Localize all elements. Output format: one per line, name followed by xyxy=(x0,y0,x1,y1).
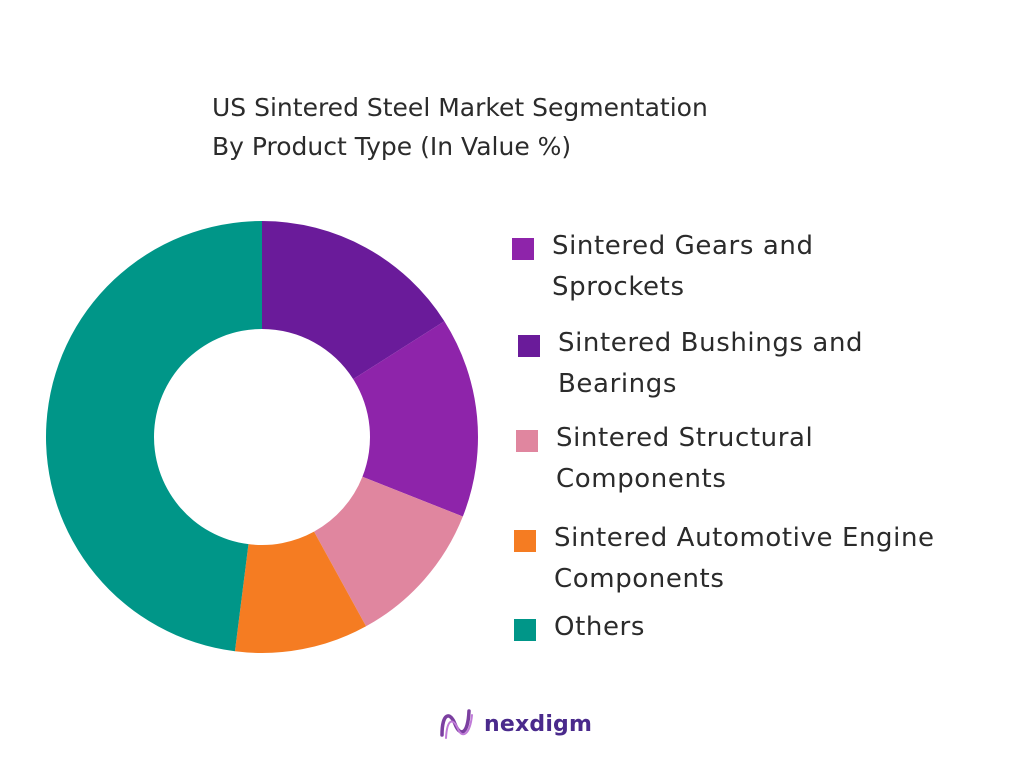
legend-item-bushings: Sintered Bushings and Bearings xyxy=(518,323,998,405)
legend-item-engine: Sintered Automotive Engine Components xyxy=(514,518,994,600)
legend-item-structural: Sintered Structural Components xyxy=(516,418,996,500)
nexdigm-logo-icon xyxy=(440,709,473,739)
legend-label-engine-line-2: Components xyxy=(554,564,725,594)
legend-item-gears: Sintered Gears and Sprockets xyxy=(512,226,992,308)
legend-label-engine: Sintered Automotive Engine Components xyxy=(554,518,994,600)
brand-logo: nexdigm xyxy=(438,704,592,744)
legend-label-gears: Sintered Gears and Sprockets xyxy=(552,226,992,308)
slice-structural xyxy=(314,476,463,627)
legend-label-others-line-1: Others xyxy=(554,612,645,642)
legend-swatch-bushings xyxy=(518,335,540,357)
legend-label-structural-line-2: Components xyxy=(556,464,727,494)
chart-title-line-1: US Sintered Steel Market Segmentation xyxy=(212,93,708,122)
legend-label-engine-line-1: Sintered Automotive Engine xyxy=(554,523,935,553)
legend-swatch-structural xyxy=(516,430,538,452)
legend-swatch-others xyxy=(514,619,536,641)
legend-label-bushings-line-1: Sintered Bushings and xyxy=(558,328,864,358)
legend-swatch-engine xyxy=(514,530,536,552)
legend-label-structural: Sintered Structural Components xyxy=(556,418,996,500)
slice-others xyxy=(45,221,262,652)
brand-name: nexdigm xyxy=(484,711,593,737)
slice-engine xyxy=(234,531,367,653)
chart-title-line-2: By Product Type (In Value %) xyxy=(212,132,572,161)
legend-label-gears-line-2: Sprockets xyxy=(552,272,685,302)
legend-label-gears-line-1: Sintered Gears and xyxy=(552,231,814,261)
legend-label-others: Others xyxy=(554,607,994,648)
chart-title: US Sintered Steel Market Segmentation By… xyxy=(212,88,852,166)
legend-item-others: Others xyxy=(514,607,994,648)
legend-label-bushings: Sintered Bushings and Bearings xyxy=(558,323,998,405)
legend-swatch-gears xyxy=(512,238,534,260)
legend-label-structural-line-1: Sintered Structural xyxy=(556,423,814,453)
slice-bushings xyxy=(262,221,445,380)
slice-gears xyxy=(353,321,479,517)
legend-label-bushings-line-2: Bearings xyxy=(558,369,678,399)
